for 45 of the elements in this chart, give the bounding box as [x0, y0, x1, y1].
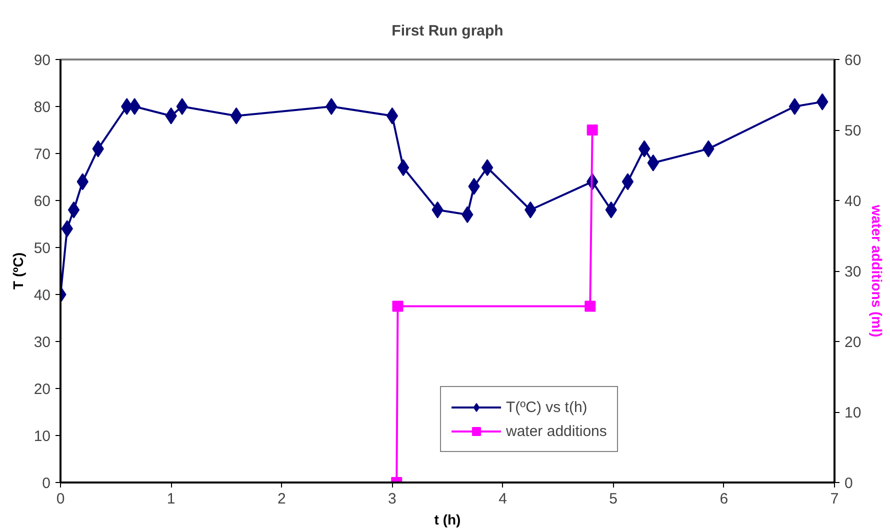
y2-tick-label: 20 [844, 334, 862, 351]
x-tick-label: 3 [388, 490, 396, 508]
point [230, 107, 242, 124]
y-tick-label: 20 [34, 381, 51, 398]
y2-tick-label: 50 [844, 122, 862, 140]
chart-title: First Run graph [392, 22, 504, 40]
point [481, 159, 494, 176]
y2-tick-label: 30 [844, 264, 862, 280]
legend-label: T(ºC) vs t(h) [506, 398, 588, 416]
y-tick-label: 90 [34, 52, 51, 69]
x-tick-label: 7 [830, 490, 839, 508]
point [586, 124, 598, 136]
x-axis-title: t (h) [434, 512, 461, 528]
legend-label: water additions [506, 422, 607, 440]
y-tick-label: 0 [42, 475, 50, 492]
point [584, 300, 596, 312]
y2-tick-label: 60 [844, 52, 862, 69]
x-tick-label: 4 [498, 490, 507, 508]
point [622, 173, 634, 190]
y2-tick-label: 0 [844, 475, 853, 492]
point [176, 98, 188, 115]
y2-axis-title: water additions (ml) [869, 204, 886, 338]
point [386, 107, 398, 124]
x-tick-label: 6 [720, 490, 728, 508]
y-tick-label: 70 [34, 146, 51, 163]
point [68, 201, 80, 218]
y-tick-label: 10 [34, 428, 51, 445]
point [638, 140, 650, 158]
point [392, 300, 404, 312]
y-tick-label: 40 [34, 287, 51, 304]
point [128, 98, 140, 115]
y2-tick-label: 40 [844, 193, 862, 210]
y-axis-title: T (ºC) [10, 252, 26, 290]
point [397, 159, 410, 176]
point [326, 98, 338, 115]
x-tick-label: 1 [166, 490, 176, 508]
x-tick-label: 0 [56, 490, 65, 508]
y-tick-label: 30 [34, 334, 51, 351]
y-tick-label: 50 [34, 240, 51, 257]
x-tick-label: 5 [609, 490, 618, 508]
y2-tick-label: 10 [844, 404, 862, 422]
y-tick-label: 60 [34, 193, 51, 210]
y-tick-label: 80 [34, 99, 51, 116]
point [788, 98, 801, 115]
x-tick-label: 2 [277, 490, 286, 508]
